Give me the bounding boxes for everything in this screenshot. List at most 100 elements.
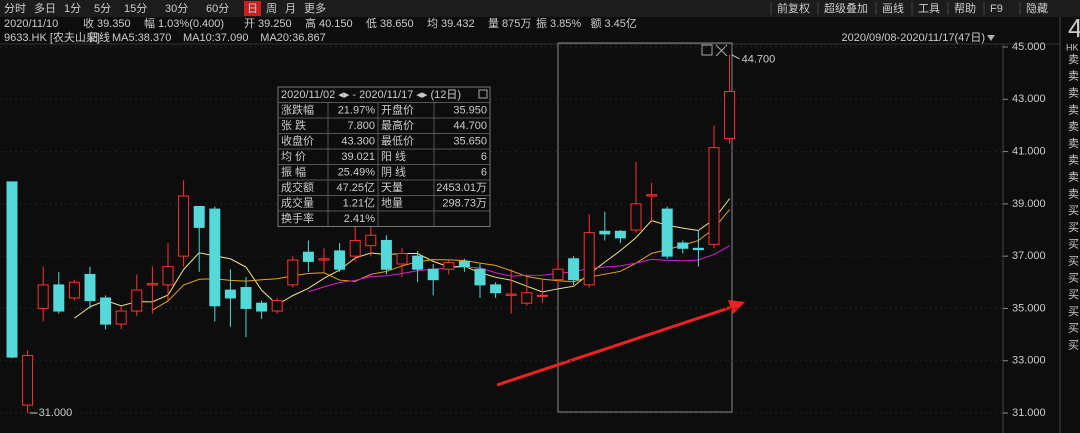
toolbar-button[interactable]: 30分 (165, 2, 188, 15)
candle-body (552, 268, 564, 281)
info-value: 875万 (502, 18, 531, 30)
side-big: 4 (1068, 13, 1080, 43)
toolbar-button[interactable]: 1分 (64, 2, 81, 15)
toolbar-button[interactable]: F9 (990, 3, 1003, 15)
y-tick-label: 43.000 (1012, 93, 1046, 105)
toolbar-button[interactable]: 工具 (918, 2, 940, 15)
toolbar-button[interactable]: 日 (247, 3, 258, 15)
y-tick-label: 37.000 (1012, 250, 1046, 262)
ma-label: MA10:37.090 (183, 32, 248, 44)
candle-body (412, 255, 424, 270)
stats-cell: 天量 (381, 181, 403, 194)
side-code: HK (1066, 42, 1079, 52)
candle-body (521, 292, 533, 304)
toolbar-button[interactable]: 月 (285, 3, 296, 15)
side-item: 买 (1068, 305, 1079, 318)
candle-body (474, 268, 486, 286)
info-value: 39.432 (441, 18, 475, 30)
side-item: 买 (1068, 271, 1079, 284)
y-tick-label: 41.000 (1012, 145, 1046, 157)
toolbar-button[interactable]: 多日 (34, 1, 56, 15)
stock-code: 9633.HK [农夫山泉] (4, 30, 100, 44)
toolbar-button[interactable]: 15分 (124, 2, 147, 15)
stats-cell: 6 (481, 151, 487, 163)
stats-cell: 6 (481, 166, 487, 178)
arrow-head (728, 300, 745, 314)
side-item: 买 (1068, 322, 1079, 335)
stats-cell: 最高价 (381, 118, 414, 132)
side-item: 买 (1068, 339, 1079, 352)
ma-line (152, 209, 730, 311)
dropdown (987, 35, 995, 41)
info-value: 3.85% (550, 18, 581, 30)
toolbar-button[interactable]: 更多 (304, 1, 326, 15)
candle-body (646, 194, 658, 197)
candle-body (256, 302, 268, 312)
stats-cell: 7.800 (347, 120, 375, 132)
stats-cell: 均 价 (281, 150, 306, 163)
stats-box (277, 86, 491, 227)
toolbar-button[interactable]: 超级叠加 (824, 1, 868, 15)
candle-body (396, 253, 408, 265)
toolbar-button[interactable]: 隐藏 (1026, 2, 1048, 15)
y-tick-label: 45.000 (1012, 41, 1046, 53)
candle-body (349, 239, 361, 257)
info-label: 振 (536, 16, 547, 30)
candle-body (458, 260, 470, 268)
candle-body (724, 90, 736, 139)
toolbar (0, 0, 1080, 17)
date-range: 2020/09/08-2020/11/17(47日) (841, 32, 985, 44)
ma-label: MA20:36.867 (260, 32, 325, 44)
candle-body (568, 258, 580, 281)
stats-title: 2020/11/02 ◂▸ - 2020/11/17 ◂▸ (12日) (281, 89, 461, 101)
stats-cell: 成交量 (281, 195, 314, 209)
candle-body (68, 281, 80, 299)
candle-body (614, 230, 626, 239)
info-label: 2020/11/10 (4, 18, 58, 30)
active-tab (244, 1, 261, 16)
candle-body (22, 354, 34, 406)
toolbar-button[interactable]: 5分 (94, 2, 111, 15)
stats-cell: 44.700 (453, 120, 487, 132)
candle-body (334, 250, 346, 270)
stats-cell: 振 幅 (281, 164, 306, 178)
candle-body (84, 273, 96, 302)
info-label: 额 (591, 17, 602, 30)
candle-body (224, 289, 236, 299)
info-label: 均 (427, 17, 438, 30)
toolbar-button[interactable]: 帮助 (954, 1, 976, 15)
toolbar-button[interactable]: 前复权 (777, 1, 810, 15)
stats-close (478, 89, 488, 99)
info-value: 39.250 (258, 18, 292, 30)
candle-body (583, 232, 595, 286)
stats-cell: 43.300 (341, 135, 375, 147)
info-label: 高 (305, 16, 316, 30)
candle-body (302, 251, 314, 262)
stats-cell: 2453.01万 (436, 182, 487, 194)
stats-cell: 35.950 (453, 104, 487, 116)
candle-body (6, 181, 18, 358)
y-tick-label: 31.000 (1012, 407, 1046, 419)
toolbar-button[interactable]: 画线 (882, 1, 904, 15)
toolbar-button[interactable]: 周 (266, 2, 277, 15)
info-value: 40.150 (319, 18, 353, 30)
stats-cell: 1.21亿 (343, 196, 375, 209)
candle-body (443, 262, 455, 270)
stats-cell: 成交额 (281, 180, 314, 194)
candle-body (131, 289, 143, 312)
side-item: 买 (1068, 221, 1079, 234)
candle-body (365, 234, 377, 247)
stats-cell: 阴 线 (381, 164, 406, 178)
candle-body (193, 205, 205, 228)
toolbar-button[interactable]: 分时 (4, 2, 26, 15)
candle-body (630, 203, 642, 231)
candle-body (318, 258, 330, 261)
info-value: 39.350 (97, 18, 131, 30)
candle-body (505, 293, 517, 296)
stats-cell: 开盘价 (381, 102, 414, 116)
candle-body (162, 266, 174, 286)
toolbar-button[interactable]: 60分 (206, 2, 229, 15)
candle-body (490, 284, 502, 294)
candle-body (677, 242, 689, 249)
